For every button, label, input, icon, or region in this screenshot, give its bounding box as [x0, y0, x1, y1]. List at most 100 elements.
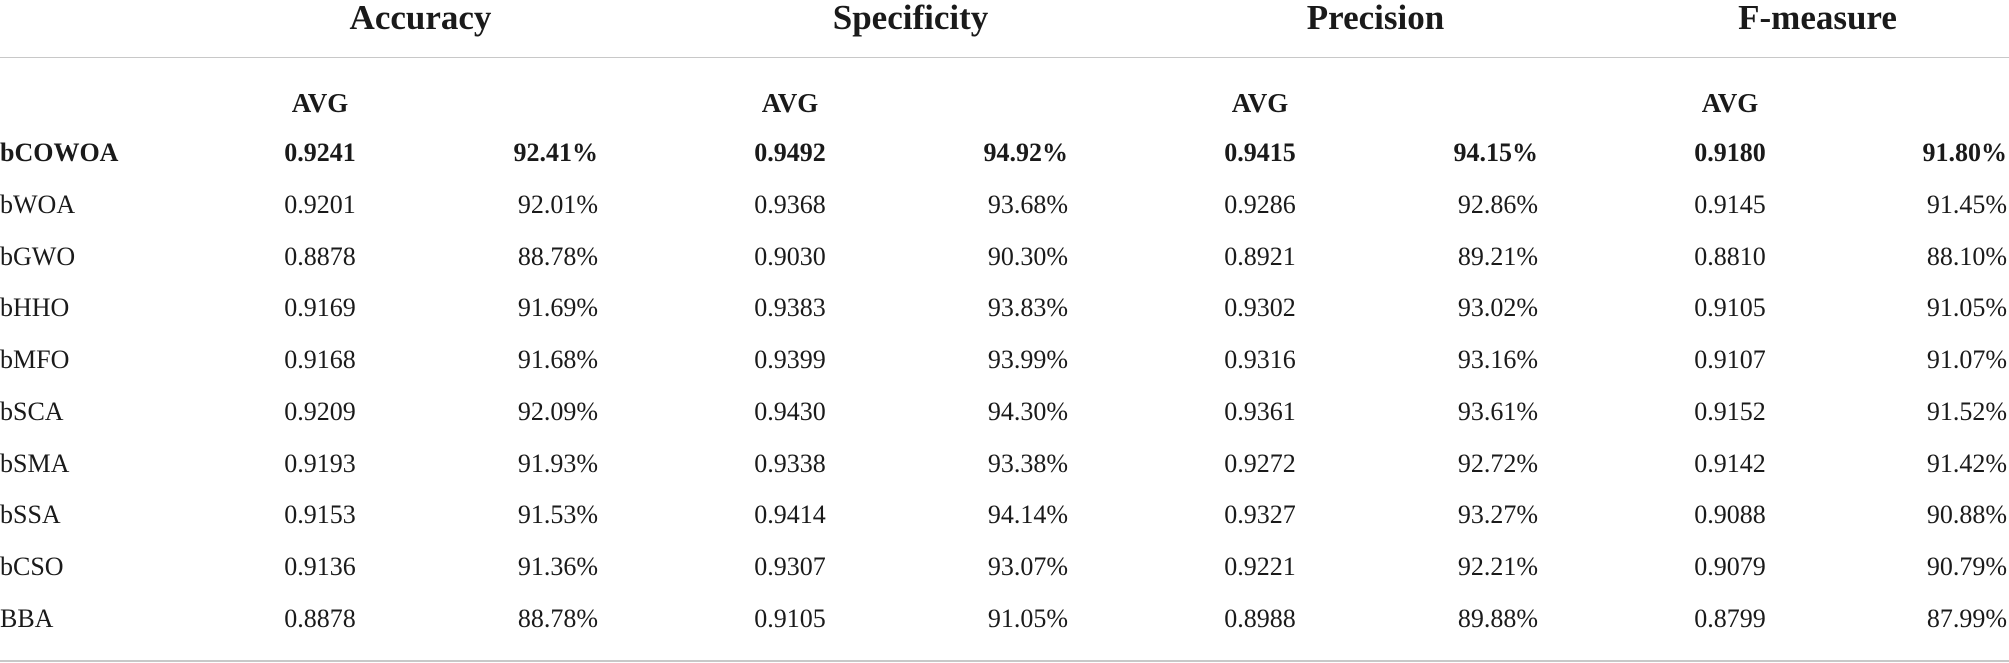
f-measure-avg-value: 0.9142: [1694, 448, 1766, 478]
specificity-percent-value: 90.30%: [987, 241, 1068, 271]
precision-percent-value: 92.72%: [1457, 448, 1538, 478]
f-measure-percent-value: 91.42%: [1926, 448, 2007, 478]
specificity-percent-value: 94.92%: [983, 138, 1069, 167]
precision-percent-value: 92.21%: [1457, 552, 1538, 581]
metric-header-row: Accuracy Specificity Precision F-measure: [0, 0, 2009, 58]
precision-percent-value: 93.27%: [1457, 500, 1538, 530]
precision-avg-value: 0.9272: [1224, 448, 1296, 478]
precision-avg-value: 0.9302: [1224, 293, 1296, 323]
f-measure-avg-value: 0.8810: [1694, 241, 1766, 271]
specificity-percent-value: 93.83%: [987, 293, 1068, 323]
precision-percent-value: 89.21%: [1457, 241, 1538, 271]
f-measure-percent-value: 87.99%: [1926, 603, 2007, 633]
algorithm-name: bHHO: [0, 293, 70, 323]
f-measure-percent-value: 91.52%: [1926, 396, 2007, 426]
subheader-avg-specificity: AVG: [761, 88, 819, 118]
specificity-avg-value: 0.9492: [754, 138, 826, 167]
specificity-percent-value: 94.14%: [987, 500, 1068, 530]
algorithm-name: bSCA: [0, 396, 64, 426]
f-measure-avg-value: 0.9107: [1694, 345, 1766, 374]
precision-avg-value: 0.9327: [1224, 500, 1296, 530]
precision-percent-value: 93.02%: [1457, 293, 1538, 323]
accuracy-avg-value: 0.9201: [284, 189, 356, 219]
subheader-avg-f-measure: AVG: [1701, 88, 1759, 118]
accuracy-percent-value: 91.68%: [517, 345, 598, 374]
algorithm-name: bSMA: [0, 448, 70, 478]
accuracy-percent-value: 91.53%: [517, 500, 598, 530]
accuracy-avg-value: 0.8878: [284, 603, 356, 633]
specificity-percent-value: 93.07%: [987, 552, 1068, 581]
precision-avg-value: 0.8988: [1224, 603, 1296, 633]
f-measure-percent-value: 91.07%: [1926, 345, 2007, 374]
header-f-measure: F-measure: [1738, 0, 1897, 37]
table-row: BBA 0.8878 88.78% 0.9105 91.05% 0.8988 89.88% 0…: [0, 593, 2009, 645]
algorithm-name: bWOA: [0, 189, 76, 219]
table-row: bGWO 0.8878 88.78% 0.9030 90.30% 0.8921 89.21%…: [0, 231, 2009, 283]
algorithm-name: bMFO: [0, 345, 70, 374]
f-measure-avg-value: 0.9145: [1694, 189, 1766, 219]
accuracy-percent-value: 91.93%: [517, 448, 598, 478]
f-measure-avg-value: 0.8799: [1694, 603, 1766, 633]
precision-percent-value: 89.88%: [1457, 603, 1538, 633]
f-measure-percent-value: 90.79%: [1926, 552, 2007, 581]
table-row: bCSO 0.9136 91.36% 0.9307 93.07% 0.9221 92.21%…: [0, 541, 2009, 593]
precision-avg-value: 0.9361: [1224, 396, 1296, 426]
f-measure-percent-value: 91.45%: [1926, 189, 2007, 219]
accuracy-percent-value: 91.36%: [517, 552, 598, 581]
algorithm-name: bCOWOA: [0, 138, 119, 167]
accuracy-percent-value: 88.78%: [517, 241, 598, 271]
precision-avg-value: 0.9415: [1224, 138, 1296, 167]
header-accuracy: Accuracy: [349, 0, 492, 37]
accuracy-avg-value: 0.9153: [284, 500, 356, 530]
specificity-percent-value: 93.38%: [987, 448, 1068, 478]
algorithm-name: bGWO: [0, 241, 76, 271]
header-rule: [0, 57, 2009, 58]
accuracy-avg-value: 0.9193: [284, 448, 356, 478]
specificity-avg-value: 0.9414: [754, 500, 826, 530]
table-row: bSCA 0.9209 92.09% 0.9430 94.30% 0.9361 93.61%…: [0, 386, 2009, 438]
table-row: bSMA 0.9193 91.93% 0.9338 93.38% 0.9272 92.72%…: [0, 438, 2009, 490]
precision-percent-value: 92.86%: [1457, 189, 1538, 219]
specificity-avg-value: 0.9430: [754, 396, 826, 426]
accuracy-avg-value: 0.9169: [284, 293, 356, 323]
precision-avg-value: 0.9286: [1224, 189, 1296, 219]
f-measure-avg-value: 0.9180: [1694, 138, 1766, 167]
specificity-avg-value: 0.9399: [754, 345, 826, 374]
f-measure-avg-value: 0.9152: [1694, 396, 1766, 426]
f-measure-percent-value: 91.05%: [1926, 293, 2007, 323]
accuracy-avg-value: 0.9136: [284, 552, 356, 581]
accuracy-avg-value: 0.9168: [284, 345, 356, 374]
specificity-avg-value: 0.9383: [754, 293, 826, 323]
f-measure-percent-value: 91.80%: [1922, 138, 2008, 167]
accuracy-percent-value: 92.09%: [517, 396, 598, 426]
table-row: bHHO 0.9169 91.69% 0.9383 93.83% 0.9302 93.02%…: [0, 282, 2009, 334]
bottom-rule: [0, 660, 2009, 662]
accuracy-percent-value: 91.69%: [517, 293, 598, 323]
accuracy-avg-value: 0.9241: [284, 138, 356, 167]
algorithm-name: bSSA: [0, 500, 61, 530]
table-row: bSSA 0.9153 91.53% 0.9414 94.14% 0.9327 93.27%…: [0, 489, 2009, 541]
table-row: bMFO 0.9168 91.68% 0.9399 93.99% 0.9316 93.16%…: [0, 334, 2009, 386]
f-measure-percent-value: 90.88%: [1926, 500, 2007, 530]
accuracy-avg-value: 0.8878: [284, 241, 356, 271]
accuracy-percent-value: 92.01%: [517, 189, 598, 219]
specificity-avg-value: 0.9030: [754, 241, 826, 271]
precision-percent-value: 93.61%: [1457, 396, 1538, 426]
specificity-avg-value: 0.9368: [754, 189, 826, 219]
specificity-percent-value: 93.99%: [987, 345, 1068, 374]
subheader-avg-accuracy: AVG: [291, 88, 349, 118]
precision-avg-value: 0.8921: [1224, 241, 1296, 271]
f-measure-avg-value: 0.9079: [1694, 552, 1766, 581]
f-measure-percent-value: 88.10%: [1926, 241, 2007, 271]
precision-avg-value: 0.9221: [1224, 552, 1296, 581]
specificity-avg-value: 0.9307: [754, 552, 826, 581]
header-precision: Precision: [1306, 0, 1445, 37]
precision-percent-value: 94.15%: [1453, 138, 1539, 167]
specificity-percent-value: 94.30%: [987, 396, 1068, 426]
accuracy-avg-value: 0.9209: [284, 396, 356, 426]
specificity-avg-value: 0.9338: [754, 448, 826, 478]
specificity-percent-value: 93.68%: [987, 189, 1068, 219]
accuracy-percent-value: 88.78%: [517, 603, 598, 633]
accuracy-percent-value: 92.41%: [513, 138, 599, 167]
